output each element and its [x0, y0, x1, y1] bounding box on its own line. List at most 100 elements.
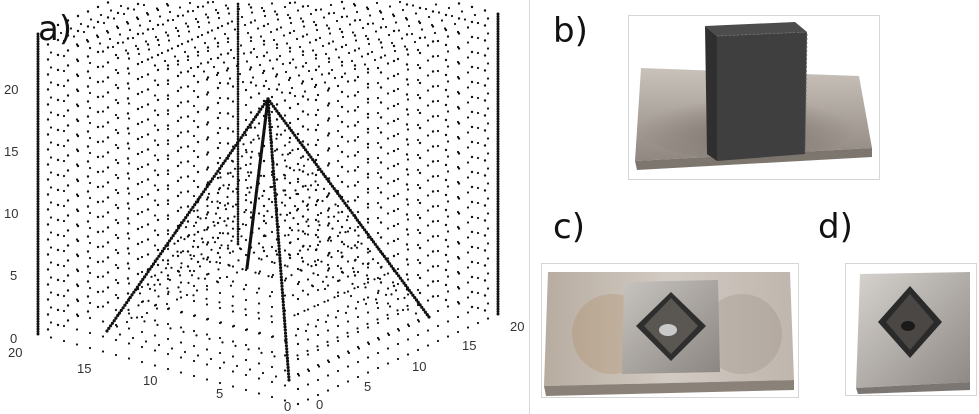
point-marker [281, 153, 284, 156]
point-marker [483, 294, 487, 297]
point-marker [273, 261, 276, 264]
point-marker [446, 320, 450, 323]
point-marker [46, 73, 50, 76]
point-marker [180, 221, 184, 225]
point-marker [425, 313, 429, 317]
point-marker [210, 200, 214, 203]
point-marker [165, 302, 169, 306]
point-marker [62, 249, 66, 253]
point-marker [257, 311, 260, 314]
point-marker [256, 182, 259, 185]
point-marker [361, 262, 365, 265]
point-marker [254, 84, 258, 87]
point-marker [168, 239, 172, 243]
point-marker [496, 45, 500, 48]
point-marker [284, 340, 288, 345]
point-marker [36, 235, 40, 238]
point-marker [153, 244, 157, 247]
point-marker [466, 86, 470, 89]
point-marker [236, 182, 240, 186]
point-marker [456, 270, 460, 274]
point-marker [307, 224, 310, 228]
point-marker [301, 170, 305, 173]
point-marker [106, 196, 110, 199]
point-marker [426, 329, 430, 332]
point-marker [185, 293, 189, 297]
point-marker [346, 335, 350, 338]
point-marker [270, 380, 274, 384]
point-marker [340, 240, 344, 244]
point-marker [231, 280, 235, 283]
point-marker [114, 263, 118, 267]
point-marker [36, 70, 40, 73]
point-marker [220, 24, 224, 28]
point-marker [199, 62, 203, 65]
point-marker [179, 281, 183, 284]
point-marker [56, 263, 60, 267]
point-marker [396, 357, 400, 361]
point-marker [406, 128, 410, 131]
point-marker [127, 102, 131, 105]
point-marker [101, 140, 105, 143]
point-marker [476, 96, 480, 100]
point-marker [62, 309, 66, 313]
point-marker [446, 305, 450, 308]
point-marker [347, 351, 351, 355]
point-marker [239, 167, 242, 170]
point-marker [275, 46, 279, 50]
panel-label-b: b) [553, 11, 588, 51]
point-marker [466, 116, 470, 119]
point-marker [366, 116, 370, 119]
point-marker [206, 1, 210, 4]
point-marker [232, 147, 235, 150]
point-marker [49, 156, 53, 159]
point-marker [236, 30, 240, 33]
point-marker [318, 36, 322, 40]
point-marker [166, 94, 170, 97]
point-marker [205, 123, 209, 126]
point-marker [86, 115, 90, 118]
point-marker [205, 213, 209, 216]
point-marker [353, 49, 357, 52]
point-marker [114, 173, 118, 177]
point-marker [379, 250, 383, 254]
point-marker [444, 163, 448, 167]
point-marker [405, 168, 409, 171]
point-marker [62, 219, 66, 223]
point-marker [270, 2, 274, 5]
point-marker [36, 47, 40, 51]
point-marker [405, 258, 409, 261]
point-marker [46, 58, 50, 61]
point-marker [340, 90, 344, 94]
point-marker [36, 247, 40, 251]
point-marker [134, 288, 138, 292]
point-marker [116, 296, 120, 300]
point-marker [366, 7, 370, 11]
point-marker [36, 275, 40, 278]
point-marker [179, 356, 183, 359]
point-marker [136, 212, 140, 216]
point-marker [306, 353, 310, 356]
point-marker [255, 114, 258, 117]
point-marker [366, 251, 370, 254]
point-marker [101, 350, 105, 353]
point-marker [236, 235, 240, 238]
point-marker [36, 80, 40, 83]
point-marker [327, 57, 331, 60]
point-marker [379, 86, 383, 89]
point-marker [216, 251, 220, 255]
point-marker [236, 25, 240, 28]
point-marker [179, 251, 183, 254]
point-marker [466, 251, 470, 254]
point-marker [192, 179, 196, 183]
point-marker [231, 227, 235, 230]
point-marker [257, 302, 261, 305]
point-marker [257, 212, 261, 215]
point-marker [316, 303, 320, 307]
point-marker [205, 303, 209, 306]
point-marker [146, 28, 150, 31]
point-marker [36, 120, 40, 123]
point-marker [392, 29, 396, 33]
point-marker [272, 175, 276, 179]
point-marker [140, 330, 144, 334]
